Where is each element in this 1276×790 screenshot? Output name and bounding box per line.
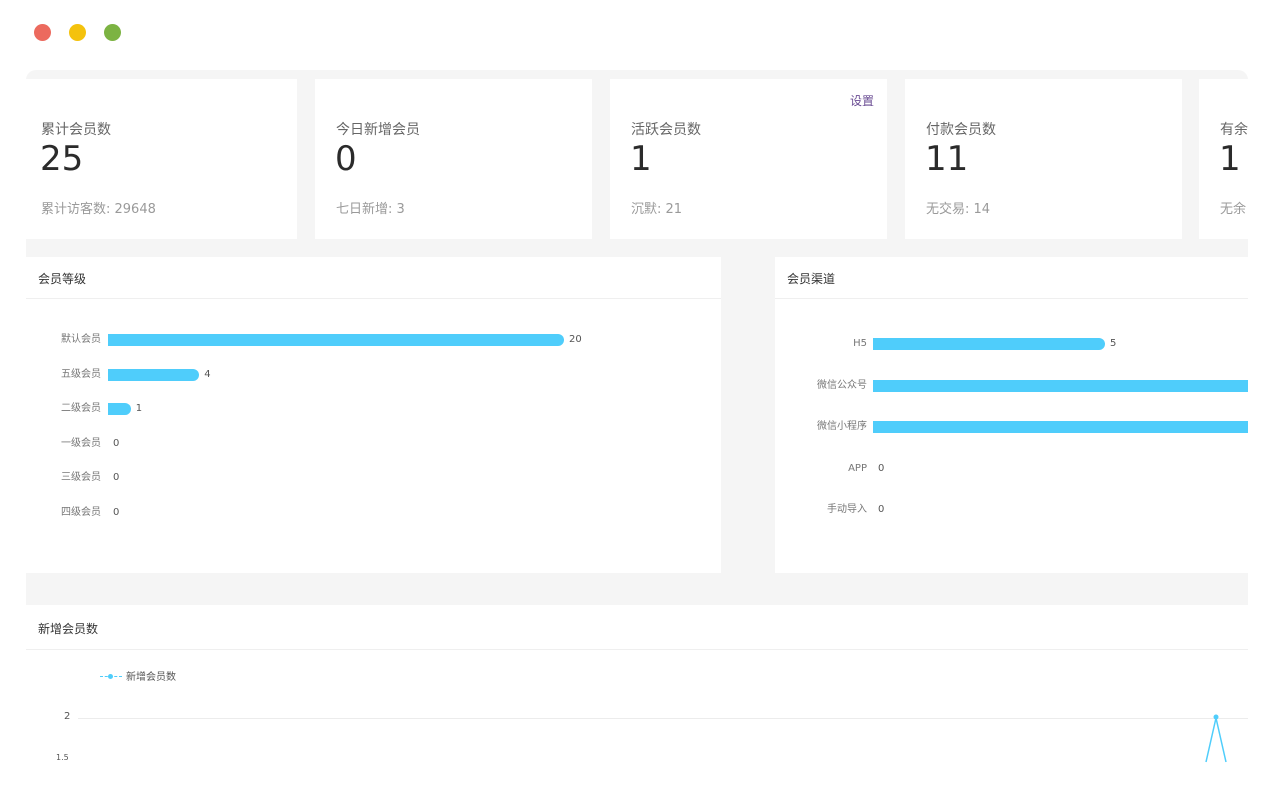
window-maximize-button[interactable] [104,24,121,41]
bar-row: 五级会员 4 [26,368,721,382]
bar-value-label: 4 [204,368,211,380]
stat-label: 有余 [1220,122,1248,138]
stat-label: 付款会员数 [926,122,996,138]
panel-title: 会员渠道 [787,272,836,286]
bar-label: 手动导入 [827,504,867,515]
panel-header: 会员渠道 [775,257,1248,299]
stat-card-total-members: 累计会员数 25 累计访客数: 29648 [26,79,297,239]
window-close-button[interactable] [34,24,51,41]
bar-row: 默认会员 20 [26,333,721,347]
stat-card-active-members: 设置 活跃会员数 1 沉默: 21 [610,79,887,239]
stat-sub: 七日新增: 3 [336,202,405,217]
bar-label: 四级会员 [61,507,101,518]
panel-header: 新增会员数 [26,605,1248,650]
new-members-panel: 新增会员数 [26,605,1248,790]
member-level-panel: 会员等级 默认会员 20 五级会员 4 二级会员 1 一级会员 0 三级会员 0 四级会员 0 [26,257,721,573]
bar[interactable] [108,403,131,416]
bar-value-label: 5 [1110,338,1117,349]
data-point[interactable] [1213,714,1219,720]
stat-value: 0 [335,139,357,179]
stat-card-new-today: 今日新增会员 0 七日新增: 3 [315,79,592,239]
dashboard-viewport: 累计会员数 25 累计访客数: 29648 今日新增会员 0 七日新增: 3 设… [26,70,1248,790]
bar-label: 微信公众号 [817,379,867,391]
bar-value-label: 0 [878,462,885,474]
bar-value-label: 20 [569,334,582,345]
legend-label: 新增会员数 [126,672,176,683]
y-tick-label: 2 [64,711,71,722]
bar-value-label: 0 [878,504,885,515]
bar[interactable] [873,421,1248,433]
stat-sub: 累计访客数: 29648 [41,202,156,217]
bar-label: 五级会员 [61,368,101,380]
bar[interactable] [108,368,200,381]
bar-label: APP [848,462,867,474]
bar[interactable] [873,338,1105,350]
bar-row: 三级会员 0 [26,471,721,485]
bar-row: 微信公众号 [775,379,1248,393]
stat-value: 1 [1219,139,1241,179]
bar-row: 手动导入 0 [775,503,1248,517]
member-channel-panel: 会员渠道 H5 5 微信公众号微信小程序 APP 0 手动导入 0 [775,257,1248,573]
bar-row: 一级会员 0 [26,437,721,451]
new-members-line [1205,714,1227,763]
stat-card-balance-members: 有余 1 无余 [1199,79,1248,239]
bar-label: 二级会员 [61,403,101,415]
stat-sub: 无余 [1220,202,1247,217]
bar-row: H5 5 [775,337,1248,351]
stat-value: 1 [630,139,652,179]
bar-label: 三级会员 [61,472,101,484]
chart-legend[interactable]: 新增会员数 [100,668,176,683]
stat-cards-row: 累计会员数 25 累计访客数: 29648 今日新增会员 0 七日新增: 3 设… [26,79,1248,239]
stat-label: 累计会员数 [41,122,111,138]
stat-value: 25 [40,139,84,179]
bar-label: 一级会员 [61,437,101,449]
line-segment [1215,717,1227,763]
bar-value-label: 1 [135,403,143,415]
panel-title: 会员等级 [38,272,87,286]
stat-value: 11 [925,139,969,179]
stat-sub: 沉默: 21 [631,202,683,217]
bar-value-label: 0 [113,437,120,449]
window-minimize-button[interactable] [69,24,86,41]
panel-header: 会员等级 [26,257,721,299]
stat-sub: 无交易: 14 [926,202,991,217]
bar[interactable] [873,379,1248,392]
legend-line-marker [100,674,122,679]
settings-link[interactable]: 设置 [849,94,874,108]
bar-row: APP 0 [775,462,1248,476]
gridline [78,718,1248,719]
bar-label: H5 [853,338,867,349]
stat-label: 活跃会员数 [631,122,701,138]
bar-value-label: 0 [113,507,120,518]
bar-value-label: 0 [113,472,120,484]
stat-card-paying-members: 付款会员数 11 无交易: 14 [905,79,1182,239]
bar-row: 四级会员 0 [26,506,721,520]
bar-label: 默认会员 [61,334,101,345]
bar-label: 微信小程序 [817,421,867,432]
line-segment [1205,717,1217,763]
stat-label: 今日新增会员 [336,122,420,138]
bar-row: 二级会员 1 [26,402,721,416]
y-tick-label: 1.5 [56,753,69,762]
bar-row: 微信小程序 [775,420,1248,434]
panel-title: 新增会员数 [38,622,99,636]
bar[interactable] [108,334,564,346]
